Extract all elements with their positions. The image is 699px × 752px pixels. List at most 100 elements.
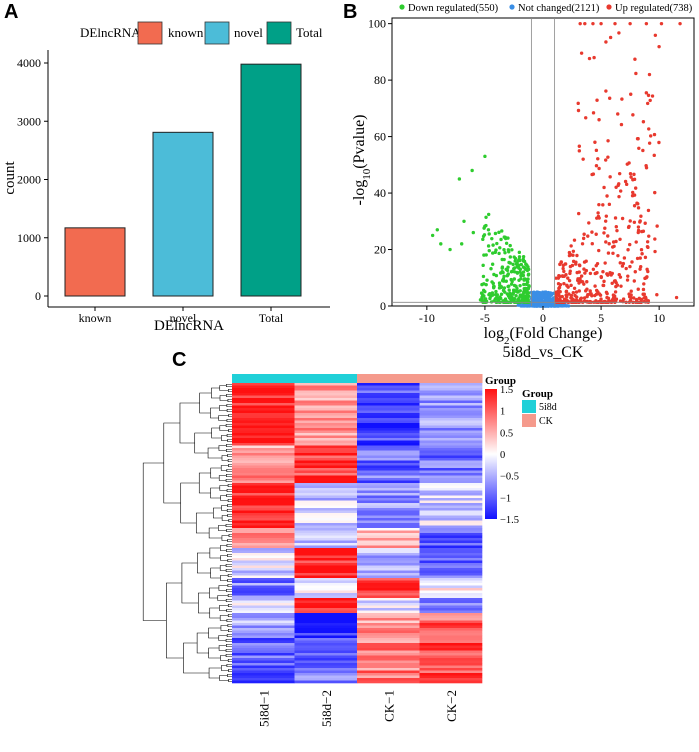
heatmap-cell bbox=[294, 663, 358, 666]
heatmap-cell bbox=[232, 395, 295, 399]
volcano-point-up bbox=[616, 253, 620, 258]
heatmap-cell bbox=[357, 513, 420, 516]
heatmap-cell bbox=[232, 390, 295, 394]
heatmap-cell bbox=[294, 578, 358, 581]
heatmap-cell bbox=[232, 650, 295, 654]
heatmap-cell bbox=[357, 478, 420, 481]
volcano-point-up bbox=[643, 255, 648, 260]
heatmap-cell bbox=[232, 513, 295, 516]
volcano-point-down bbox=[494, 289, 498, 294]
heatmap-cell bbox=[294, 393, 358, 396]
heatmap-cell bbox=[294, 618, 358, 621]
volcano-point-up bbox=[570, 263, 575, 268]
heatmap-cell bbox=[357, 495, 420, 499]
dendrogram-branch bbox=[218, 645, 227, 651]
heatmap-cell bbox=[419, 508, 483, 511]
volcano-point-up bbox=[636, 287, 640, 291]
volcano-point-up bbox=[566, 276, 570, 280]
volcano-point-unchanged bbox=[537, 296, 542, 300]
volcano-point-up bbox=[584, 268, 589, 273]
heatmap-cell bbox=[294, 535, 358, 539]
heatmap-cell bbox=[357, 505, 420, 509]
volcano-point-up bbox=[640, 252, 644, 256]
volcano-point-up bbox=[601, 283, 605, 288]
heatmap-cell bbox=[357, 428, 420, 431]
heatmap-cell bbox=[419, 555, 483, 559]
volcano-point-up bbox=[621, 297, 626, 301]
heatmap-cell bbox=[294, 678, 358, 681]
heatmap-cell bbox=[294, 390, 358, 394]
heatmap-cell bbox=[232, 500, 295, 504]
heatmap-column-label: 5i8d−2 bbox=[319, 690, 334, 727]
volcano-point-up bbox=[639, 297, 644, 302]
volcano-point-up bbox=[568, 271, 572, 276]
heatmap-cell bbox=[294, 478, 358, 481]
legend-label-known: known bbox=[168, 25, 204, 40]
bar-y-ticks: 0 1000 2000 3000 4000 bbox=[17, 56, 48, 303]
heatmap-cell bbox=[419, 443, 483, 446]
dendrogram-branch bbox=[226, 643, 232, 648]
volcano-point-down bbox=[507, 250, 511, 254]
volcano-point-up bbox=[561, 266, 565, 271]
volcano-point-up bbox=[631, 113, 635, 117]
volcano-point-up bbox=[562, 269, 566, 274]
dendrogram-branch bbox=[228, 533, 232, 538]
dendrogram-branch bbox=[220, 555, 228, 561]
bar-y-tick-label: 3000 bbox=[17, 114, 41, 128]
heatmap-cell bbox=[294, 470, 358, 474]
heatmap-cell bbox=[294, 475, 358, 479]
volcano-point-up bbox=[635, 137, 640, 141]
heatmap-cell bbox=[232, 463, 295, 466]
heatmap-cell bbox=[232, 530, 295, 534]
heatmap-cell bbox=[357, 410, 420, 414]
volcano-y-tick-label: 20 bbox=[374, 243, 386, 257]
volcano-point-down bbox=[484, 215, 488, 219]
volcano-point-down bbox=[502, 247, 506, 252]
heatmap-cell bbox=[232, 488, 295, 491]
group-bar-ck bbox=[357, 374, 420, 383]
heatmap-cell bbox=[232, 545, 295, 549]
volcano-x-label: log2(Fold Change) bbox=[484, 325, 603, 347]
volcano-point-down bbox=[498, 246, 502, 250]
volcano-point-down bbox=[523, 300, 528, 304]
volcano-point-up bbox=[641, 148, 645, 153]
volcano-legend-label: Down regulated(550) bbox=[408, 3, 499, 14]
dendrogram-branch bbox=[227, 498, 232, 503]
heatmap-cell bbox=[357, 485, 420, 489]
heatmap-cell bbox=[294, 548, 358, 551]
volcano-point-up bbox=[585, 294, 589, 299]
dendrogram-branch bbox=[221, 455, 229, 461]
heatmap-cell bbox=[419, 455, 483, 459]
heatmap-row-dendrogram bbox=[142, 383, 232, 683]
heatmap-scale-tick-label: −1 bbox=[500, 493, 511, 504]
heatmap-cell bbox=[232, 535, 295, 539]
heatmap-cell bbox=[294, 533, 358, 536]
heatmap-cell bbox=[419, 678, 483, 681]
heatmap-cell bbox=[232, 455, 295, 459]
heatmap-cell bbox=[357, 558, 420, 561]
heatmap-cell bbox=[357, 460, 420, 464]
volcano-point-up bbox=[641, 120, 646, 124]
heatmap-cell bbox=[232, 645, 295, 649]
heatmap-cell bbox=[357, 385, 420, 389]
heatmap-cell bbox=[232, 575, 295, 579]
heatmap-cell bbox=[294, 520, 358, 524]
dendrogram-branch bbox=[218, 445, 227, 451]
heatmap-cell bbox=[232, 435, 295, 439]
heatmap-cell bbox=[419, 590, 483, 594]
volcano-point-up bbox=[631, 178, 635, 182]
heatmap-scale-ticks: 1.5 1 0.5 0 −0.5 −1 −1.5 bbox=[500, 385, 519, 526]
heatmap-cell bbox=[357, 670, 420, 674]
heatmap-cell bbox=[419, 398, 483, 401]
heatmap-cell bbox=[232, 418, 295, 421]
volcano-point-up bbox=[615, 283, 620, 287]
dendrogram-branch bbox=[226, 548, 232, 553]
volcano-point-up bbox=[633, 186, 638, 190]
volcano-point-up bbox=[554, 276, 558, 280]
heatmap-cell bbox=[232, 480, 295, 484]
heatmap-cell bbox=[357, 578, 420, 581]
heatmap-cell bbox=[232, 618, 295, 621]
volcano-point-down bbox=[462, 219, 466, 223]
heatmap-cell bbox=[294, 680, 358, 684]
volcano-point-up bbox=[602, 185, 606, 190]
